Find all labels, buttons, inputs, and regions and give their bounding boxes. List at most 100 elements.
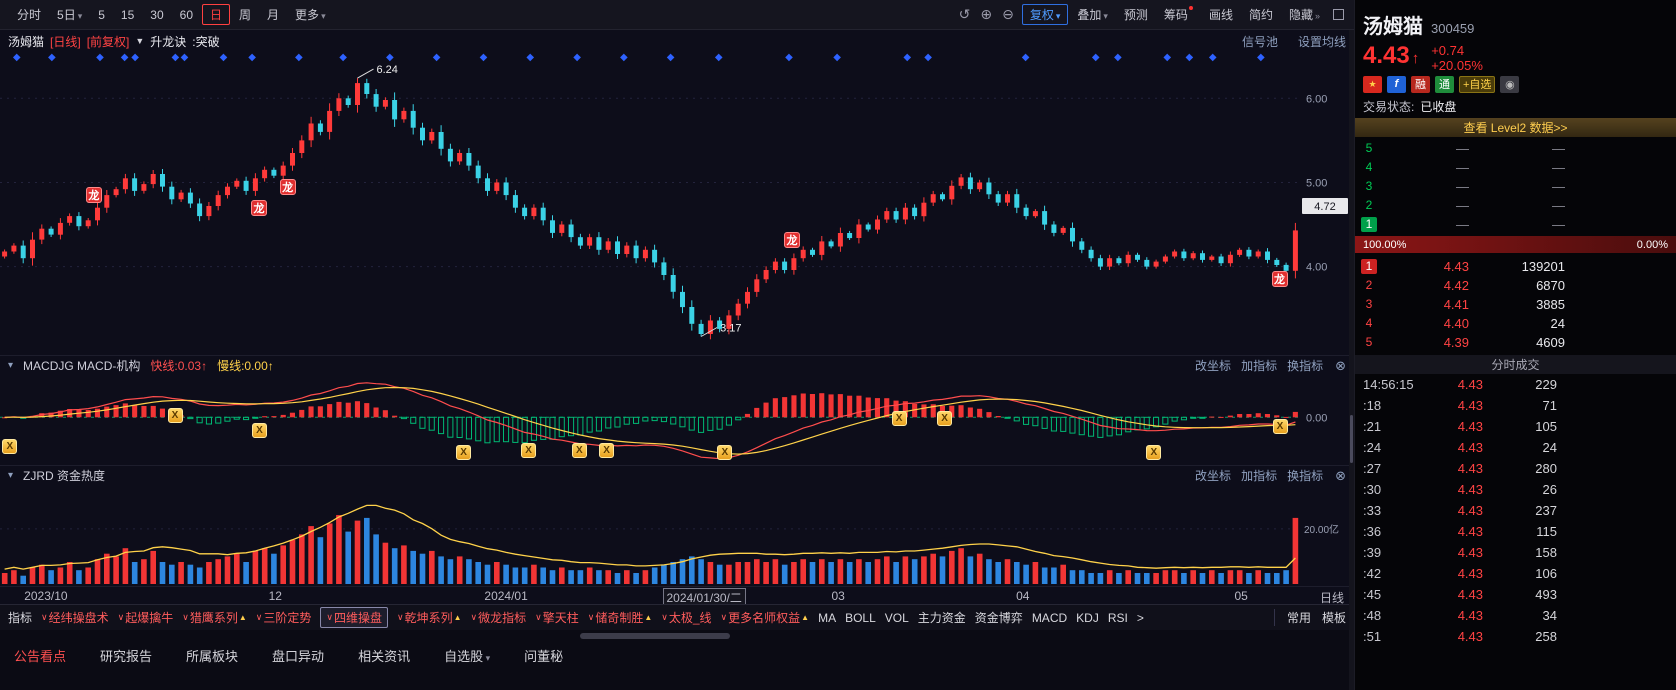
macd-indicator-name[interactable]: MACDJG MACD-机构	[23, 359, 141, 373]
tab-主力资金[interactable]: 主力资金	[917, 611, 966, 625]
adjust-tag[interactable]: [前复权]	[86, 34, 130, 49]
macd-add-indicator-link[interactable]: 加指标	[1241, 359, 1278, 373]
fund-heat-bar	[169, 564, 175, 584]
tab-VOL[interactable]: VOL	[884, 610, 909, 625]
connect-badge[interactable]: 通	[1435, 75, 1454, 93]
ask-row-1[interactable]: 1— —	[1355, 215, 1676, 234]
tool-button-复权[interactable]: 复权 ▾	[1021, 4, 1069, 25]
tab-KDJ[interactable]: KDJ	[1076, 610, 1099, 625]
f-broker-icon[interactable]: f	[1387, 75, 1406, 93]
period-button-周[interactable]: 周	[239, 8, 252, 22]
signal-pool-link[interactable]: 信号池	[1241, 34, 1278, 49]
period-button-60[interactable]: 60	[179, 7, 193, 22]
tab->[interactable]: >	[1136, 610, 1144, 625]
zjrd-add-indicator-link[interactable]: 加指标	[1241, 469, 1278, 483]
period-button-月[interactable]: 月	[267, 8, 280, 22]
zoom-out-icon[interactable]: ⊖	[1002, 6, 1014, 22]
ask-row-2[interactable]: 2— —	[1365, 198, 1565, 213]
collapse-zjrd-icon[interactable]: ▾	[8, 470, 14, 481]
horizontal-scrollbar[interactable]	[580, 633, 730, 639]
scrollbar-handle[interactable]	[1350, 415, 1353, 463]
bottom-nav-自选股[interactable]: 自选股 ▾	[444, 648, 491, 664]
tab-更多名师权益[interactable]: ∨ 更多名师权益 ▲	[720, 611, 810, 625]
tab-常用[interactable]: 常用	[1273, 609, 1311, 626]
undo-icon[interactable]: ↺	[958, 6, 971, 22]
macd-bar	[633, 416, 640, 424]
candle-body	[234, 180, 240, 187]
period-button-5[interactable]: 5	[98, 7, 105, 22]
tool-button-隐藏[interactable]: 隐藏»	[1288, 8, 1320, 22]
tab-擎天柱[interactable]: ∨ 擎天柱	[535, 611, 579, 625]
tab-太极_线[interactable]: ∨ 太极_线	[661, 611, 712, 625]
tab-储奇制胜[interactable]: ∨ 储奇制胜 ▲	[587, 611, 653, 625]
margin-badge[interactable]: 融	[1411, 75, 1430, 93]
camera-icon[interactable]: ◉	[1500, 75, 1520, 93]
tool-button-画线[interactable]: 画线	[1208, 8, 1233, 22]
bottom-nav-研究报告[interactable]: 研究报告	[100, 648, 153, 664]
tab-三阶定势[interactable]: ∨ 三阶定势	[255, 611, 312, 625]
bottom-nav-问董秘[interactable]: 问董秘	[524, 648, 564, 664]
ask-row-5[interactable]: 5— —	[1365, 141, 1565, 156]
zjrd-chart[interactable]: 20.00亿	[0, 485, 1354, 586]
bid-row-2[interactable]: 2 4.42 6870	[1365, 278, 1565, 293]
add-watchlist-button[interactable]: +自选	[1459, 75, 1496, 93]
macd-switch-indicator-link[interactable]: 换指标	[1287, 359, 1324, 373]
tool-button-叠加[interactable]: 叠加 ▾	[1077, 8, 1108, 22]
period-tag[interactable]: [日线]	[50, 34, 81, 49]
bid-row-1[interactable]: 1 4.43 139201	[1355, 257, 1676, 276]
strategy-label[interactable]: 升龙诀	[150, 34, 187, 49]
tool-button-筹码[interactable]: 筹码	[1157, 4, 1200, 25]
period-button-更多[interactable]: 更多 ▾	[295, 8, 326, 22]
main-candlestick-chart[interactable]: 6.00 5.00 4.00 6.24 3.17 4.72 ◆ ◆ ◆ ◆ ◆ ◆ ◆ ◆ ◆ ◆ ◆ ◆ ◆ ◆ ◆…	[0, 52, 1354, 355]
bid-row-4[interactable]: 4 4.40 24	[1365, 316, 1565, 331]
tab-起爆擒牛[interactable]: ∨ 起爆擒牛	[117, 611, 174, 625]
zjrd-indicator-name[interactable]: ZJRD 资金热度	[23, 469, 106, 483]
tab-MA[interactable]: MA	[818, 610, 837, 625]
tab-RSI[interactable]: RSI	[1107, 610, 1128, 625]
candle-body	[336, 98, 342, 111]
strategy-dropdown-icon[interactable]: ▼	[135, 36, 145, 46]
tab-猎鹰系列[interactable]: ∨ 猎鹰系列 ▲	[182, 611, 247, 625]
period-button-日[interactable]: 日	[202, 4, 231, 25]
macd-close-icon[interactable]: ⊗	[1335, 357, 1346, 373]
ma-settings-link[interactable]: 设置均线	[1297, 34, 1346, 49]
tab-资金博弈[interactable]: 资金博弈	[974, 611, 1023, 625]
tab-经纬操盘术[interactable]: ∨ 经纬操盘术	[41, 611, 109, 625]
bottom-nav-公告看点[interactable]: 公告看点	[14, 648, 67, 664]
bottom-nav-所属板块[interactable]: 所属板块	[186, 648, 239, 664]
fullscreen-icon[interactable]	[1333, 9, 1344, 20]
zjrd-change-axis-link[interactable]: 改坐标	[1195, 469, 1232, 483]
tool-button-简约[interactable]: 简约	[1248, 8, 1273, 22]
tool-button-预测[interactable]: 预测	[1123, 8, 1148, 22]
macd-change-axis-link[interactable]: 改坐标	[1195, 359, 1232, 373]
zoom-in-icon[interactable]: ⊕	[980, 6, 993, 22]
ask-row-4[interactable]: 4— —	[1365, 160, 1565, 175]
zjrd-close-icon[interactable]: ⊗	[1335, 467, 1346, 483]
period-button-5日[interactable]: 5日 ▾	[57, 8, 83, 22]
period-button-分时[interactable]: 分时	[17, 8, 42, 22]
tab-MACD[interactable]: MACD	[1031, 610, 1068, 625]
ask-row-3[interactable]: 3— —	[1365, 179, 1565, 194]
collapse-macd-icon[interactable]: ▾	[8, 360, 14, 371]
zjrd-switch-indicator-link[interactable]: 换指标	[1287, 469, 1324, 483]
bid-ratio-value: 100.00%	[1363, 238, 1407, 251]
tab-乾坤系列[interactable]: ∨ 乾坤系列 ▲	[396, 611, 462, 625]
bottom-nav-相关资讯[interactable]: 相关资讯	[358, 648, 411, 664]
china-flag-icon[interactable]: ★	[1363, 75, 1382, 93]
fund-heat-bar	[271, 553, 277, 584]
vertical-scrollbar[interactable]	[1349, 30, 1354, 690]
tab-微龙指标[interactable]: ∨ 微龙指标	[470, 611, 527, 625]
tab-BOLL[interactable]: BOLL	[845, 610, 876, 625]
time-sales-list[interactable]: 14:56:15 4.43 229:18 4.43 71:21 4.43 105:24 4.4…	[1355, 374, 1676, 647]
tab-四维操盘[interactable]: ∨ 四维操盘	[320, 607, 388, 628]
tab-指标[interactable]: 指标	[8, 611, 33, 625]
period-button-30[interactable]: 30	[150, 7, 164, 22]
fund-heat-bar	[280, 545, 286, 584]
bottom-nav-盘口异动[interactable]: 盘口异动	[272, 648, 325, 664]
period-button-15[interactable]: 15	[120, 7, 135, 22]
level2-banner[interactable]: 查看 Level2 数据>>	[1355, 118, 1676, 137]
bid-row-3[interactable]: 3 4.41 3885	[1365, 297, 1565, 312]
tab-模板[interactable]: 模板	[1321, 611, 1346, 625]
bid-row-5[interactable]: 5 4.39 4609	[1365, 335, 1565, 350]
